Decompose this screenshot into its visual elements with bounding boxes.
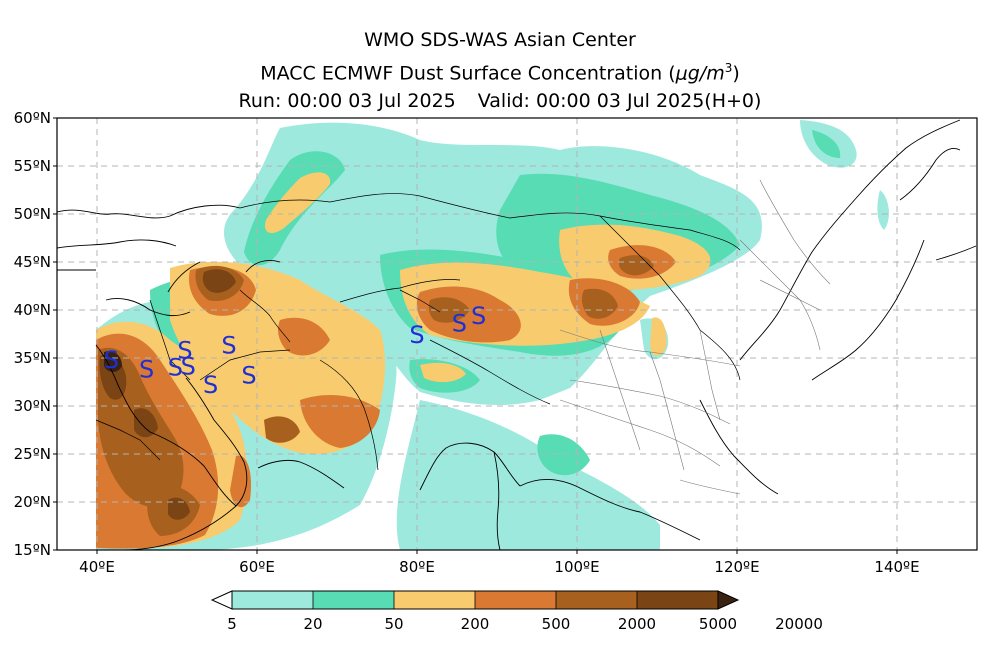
colorbar-label: 20 xyxy=(303,615,322,633)
lon-tick-label: 60ºE xyxy=(239,558,275,576)
colorbar-segment xyxy=(232,591,313,609)
colorbar-label: 200 xyxy=(461,615,490,633)
lon-tick-label: 80ºE xyxy=(399,558,435,576)
lat-tick-label: 45ºN xyxy=(14,253,51,271)
longitude-tick-labels: 40ºE 60ºE 80ºE 100ºE 120ºE 140ºE xyxy=(79,550,920,576)
lon-tick-label: 100ºE xyxy=(554,558,599,576)
run-valid-line: Run: 00:00 03 Jul 2025 Valid: 00:00 03 Ju… xyxy=(0,87,1000,115)
lat-tick-label: 25ºN xyxy=(14,445,51,463)
province-borders xyxy=(559,179,831,495)
map-gridlines xyxy=(57,118,977,550)
dust-station-symbol: S xyxy=(181,353,196,381)
dust-station-symbol: S xyxy=(177,336,192,364)
lat-tick-label: 30ºN xyxy=(14,397,51,415)
dust-station-symbol: S xyxy=(471,302,486,330)
lat-tick-label: 55ºN xyxy=(14,157,51,175)
lat-tick-label: 50ºN xyxy=(14,205,51,223)
run-time: Run: 00:00 03 Jul 2025 xyxy=(238,90,456,113)
colorbar-extend-high xyxy=(717,590,740,610)
colorbar-label: 20000 xyxy=(775,615,823,633)
dust-station-symbol: S xyxy=(409,321,424,349)
dust-station-symbol: S xyxy=(452,309,467,337)
colorbar-label: 2000 xyxy=(618,615,656,633)
colorbar-segment xyxy=(637,591,718,609)
dust-station-symbol: S xyxy=(139,356,154,384)
valid-time: Valid: 00:00 03 Jul 2025(H+0) xyxy=(477,90,762,113)
lat-tick-label: 40ºN xyxy=(14,301,51,319)
dust-station-symbol: S xyxy=(241,361,256,389)
colorbar-segment xyxy=(475,591,556,609)
lat-tick-label: 35ºN xyxy=(14,349,51,367)
country-borders xyxy=(95,193,741,471)
colorbar-segment xyxy=(394,591,475,609)
dust-station-symbol: S xyxy=(168,354,183,382)
dust-station-symbol: S xyxy=(203,371,218,399)
colorbar-label: 5000 xyxy=(699,615,737,633)
colorbar-label: 500 xyxy=(542,615,571,633)
map-subtitle: MACC ECMWF Dust Surface Concentration (μ… xyxy=(260,61,740,85)
colorbar: 5 20 50 200 500 2000 5000 20000 xyxy=(210,590,823,633)
colorbar-extend-low xyxy=(210,590,233,610)
colorbar-segment xyxy=(556,591,637,609)
colorbar-segment xyxy=(313,591,394,609)
coastlines xyxy=(57,119,977,550)
colorbar-label: 50 xyxy=(384,615,403,633)
colorbar-label: 5 xyxy=(227,615,237,633)
latitude-tick-labels: 15ºN 20ºN 25ºN 30ºN 35ºN 40ºN 45ºN 50ºN 55ºN 60ºN xyxy=(14,109,57,559)
map-frame xyxy=(56,117,978,551)
lat-tick-label: 60ºN xyxy=(14,109,51,127)
title-block: WMO SDS-WAS Asian Center MACC ECMWF Dust… xyxy=(0,26,1000,115)
lat-tick-label: 20ºN xyxy=(14,493,51,511)
map-title: WMO SDS-WAS Asian Center xyxy=(364,29,636,51)
dust-station-symbol: S xyxy=(104,346,119,374)
lon-tick-label: 40ºE xyxy=(79,558,115,576)
dust-level-5000-plus xyxy=(104,350,122,372)
lat-tick-label: 15ºN xyxy=(14,541,51,559)
lon-tick-label: 120ºE xyxy=(714,558,759,576)
lon-tick-label: 140ºE xyxy=(874,558,919,576)
dust-station-symbol: S xyxy=(221,332,236,360)
